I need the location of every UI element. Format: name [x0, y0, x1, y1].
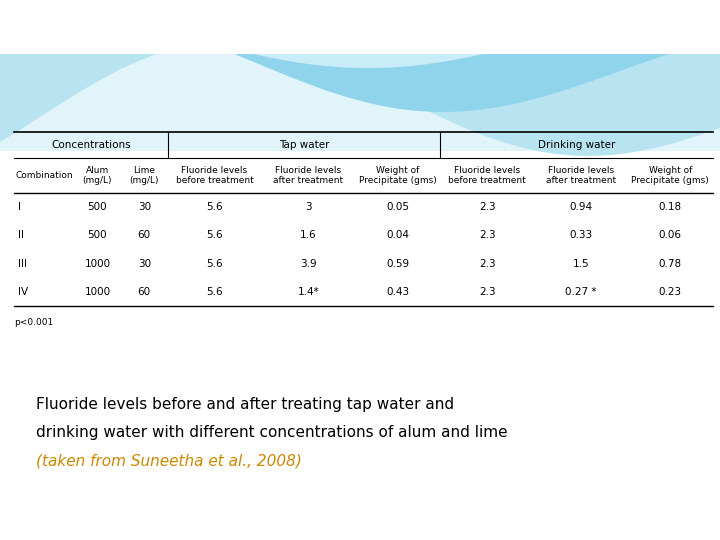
Text: 500: 500 [88, 202, 107, 212]
Text: 1000: 1000 [84, 287, 110, 296]
Text: 1000: 1000 [84, 259, 110, 268]
Text: I: I [18, 202, 21, 212]
Text: 1.4*: 1.4* [297, 287, 319, 296]
Text: 0.23: 0.23 [659, 287, 682, 296]
Text: 0.33: 0.33 [570, 231, 593, 240]
Text: Combination: Combination [15, 171, 73, 180]
Text: Drinking water: Drinking water [538, 140, 615, 150]
Text: Concentrations: Concentrations [51, 140, 131, 150]
Text: drinking water with different concentrations of alum and lime: drinking water with different concentrat… [36, 425, 508, 440]
Text: 0.43: 0.43 [386, 287, 409, 296]
Text: 2.3: 2.3 [479, 259, 495, 268]
Text: Varying the Nalgonda Technique: Varying the Nalgonda Technique [29, 49, 477, 77]
Text: 0.04: 0.04 [386, 231, 409, 240]
Text: 30: 30 [138, 259, 151, 268]
Text: Lime
(mg/L): Lime (mg/L) [130, 166, 159, 185]
Text: 0.05: 0.05 [386, 202, 409, 212]
Text: 5.6: 5.6 [206, 231, 223, 240]
Text: 0.78: 0.78 [659, 259, 682, 268]
Text: 60: 60 [138, 287, 151, 296]
Text: 5.6: 5.6 [206, 287, 223, 296]
Text: Tap water: Tap water [279, 140, 329, 150]
Text: 30: 30 [138, 202, 151, 212]
Text: II: II [18, 231, 24, 240]
Text: Fluoride levels
after treatment: Fluoride levels after treatment [546, 166, 616, 185]
Text: 3.9: 3.9 [300, 259, 317, 268]
Text: 1.5: 1.5 [572, 259, 589, 268]
Text: 5.6: 5.6 [206, 259, 223, 268]
Text: III: III [18, 259, 27, 268]
Text: 0.27 *: 0.27 * [565, 287, 597, 296]
Text: Weight of
Precipitate (gms): Weight of Precipitate (gms) [631, 166, 709, 185]
Text: Fluoride levels
before treatment: Fluoride levels before treatment [176, 166, 253, 185]
Text: 0.06: 0.06 [659, 231, 682, 240]
Text: 60: 60 [138, 231, 151, 240]
Text: 2.3: 2.3 [479, 202, 495, 212]
Text: 1.6: 1.6 [300, 231, 317, 240]
Text: 5.6: 5.6 [206, 202, 223, 212]
Text: 0.59: 0.59 [386, 259, 409, 268]
Text: (taken from Suneetha et al., 2008): (taken from Suneetha et al., 2008) [36, 453, 302, 468]
Text: 0.94: 0.94 [570, 202, 593, 212]
Text: IV: IV [18, 287, 28, 296]
Text: Fluoride levels
before treatment: Fluoride levels before treatment [449, 166, 526, 185]
Text: Fluoride levels
after treatment: Fluoride levels after treatment [273, 166, 343, 185]
Text: Alum
(mg/L): Alum (mg/L) [83, 166, 112, 185]
Text: p<0.001: p<0.001 [14, 318, 54, 327]
Text: Weight of
Precipitate (gms): Weight of Precipitate (gms) [359, 166, 436, 185]
Text: 500: 500 [88, 231, 107, 240]
Text: Fluoride levels before and after treating tap water and: Fluoride levels before and after treatin… [36, 397, 454, 412]
Text: 3: 3 [305, 202, 312, 212]
Text: 2.3: 2.3 [479, 287, 495, 296]
Text: 2.3: 2.3 [479, 231, 495, 240]
Text: 0.18: 0.18 [659, 202, 682, 212]
